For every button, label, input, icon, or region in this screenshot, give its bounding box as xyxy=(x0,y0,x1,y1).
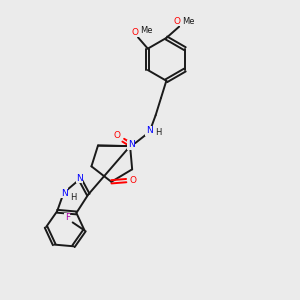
Text: N: N xyxy=(76,174,83,183)
Text: Me: Me xyxy=(140,26,152,35)
Text: H: H xyxy=(70,193,76,202)
Text: O: O xyxy=(131,28,139,37)
Text: O: O xyxy=(114,131,121,140)
Text: N: N xyxy=(61,189,68,198)
Text: Me: Me xyxy=(182,17,195,26)
Text: N: N xyxy=(146,126,152,135)
Text: H: H xyxy=(155,128,161,137)
Text: F: F xyxy=(65,213,70,222)
Text: O: O xyxy=(129,176,136,185)
Text: N: N xyxy=(128,140,135,149)
Text: O: O xyxy=(173,17,181,26)
